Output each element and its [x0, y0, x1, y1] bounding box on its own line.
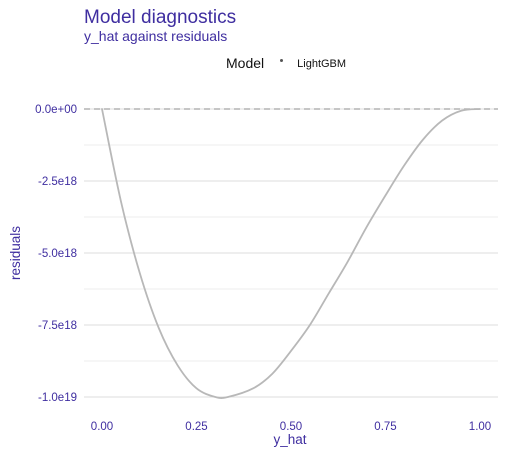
y-tick-label: -5.0e18: [38, 248, 77, 260]
x-axis-title: y_hat: [273, 432, 306, 447]
series-layer: [101, 108, 481, 399]
x-tick-label: 0.25: [185, 421, 207, 433]
y-tick-label: -2.5e18: [38, 176, 77, 188]
grid-lines: [84, 108, 498, 398]
legend: Model LightGBM: [226, 55, 346, 71]
x-tick-label: 0.00: [91, 421, 113, 433]
x-tick-label: 0.75: [374, 421, 396, 433]
x-tick-labels: 0.00 0.25 0.50 0.75 1.00: [91, 421, 491, 433]
y-tick-labels: 0.0e+00 -2.5e18 -5.0e18 -7.5e18 -1.0e19: [35, 104, 77, 404]
chart-title: Model diagnostics: [84, 7, 237, 28]
y-tick-label: 0.0e+00: [35, 104, 77, 116]
x-tick-label: 1.00: [469, 421, 491, 433]
legend-entry-lightgbm: LightGBM: [297, 58, 347, 70]
chart-subtitle: y_hat against residuals: [84, 28, 228, 44]
y-axis-title: residuals: [8, 226, 23, 280]
x-tick-label: 0.50: [280, 421, 302, 433]
series-line-lightgbm: [101, 108, 481, 399]
legend-title: Model: [226, 55, 265, 71]
legend-key-lightgbm: [280, 59, 284, 62]
y-tick-label: -1.0e19: [38, 392, 77, 404]
y-tick-label: -7.5e18: [38, 320, 77, 332]
